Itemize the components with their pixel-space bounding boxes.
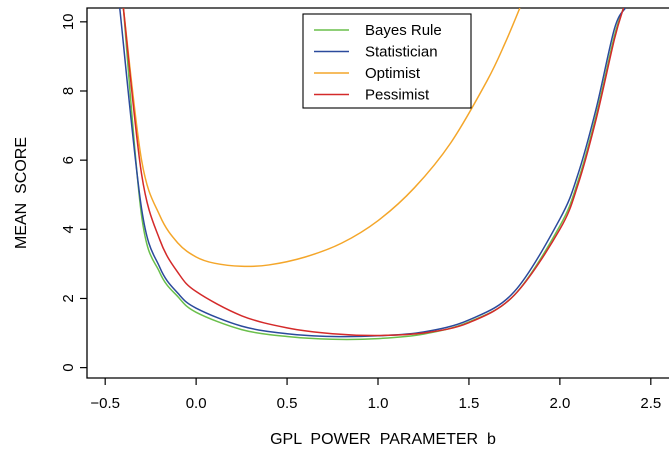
x-tick-label: 0.5 bbox=[277, 395, 298, 412]
x-axis-title: GPL POWER PARAMETER b bbox=[270, 431, 496, 448]
legend-label-pessimist: Pessimist bbox=[365, 87, 430, 104]
series-line-bayes-rule bbox=[122, 8, 625, 341]
legend-label-bayes-rule: Bayes Rule bbox=[365, 22, 442, 39]
x-tick-label: −0.5 bbox=[90, 395, 120, 412]
legend: Bayes Rule Statistician Optimist Pessimist bbox=[302, 13, 472, 109]
y-tick-label: 4 bbox=[60, 225, 77, 233]
plot-frame bbox=[86, 7, 669, 379]
y-tick-label: 6 bbox=[60, 156, 77, 164]
x-tick-label: 1.0 bbox=[368, 395, 389, 412]
x-tick-label: 2.0 bbox=[549, 395, 570, 412]
series-line-optimist bbox=[122, 8, 521, 268]
legend-label-optimist: Optimist bbox=[365, 65, 421, 82]
x-tick-label: 2.5 bbox=[640, 395, 661, 412]
y-tick-label: 8 bbox=[60, 87, 77, 95]
y-tick-label: 10 bbox=[60, 13, 77, 30]
y-tick-label: 2 bbox=[60, 294, 77, 302]
y-axis-title: MEAN SCORE bbox=[13, 137, 30, 249]
legend-label-statistician: Statistician bbox=[365, 44, 438, 61]
y-tick-label: 0 bbox=[60, 363, 77, 371]
x-tick-label: 0.0 bbox=[186, 395, 207, 412]
series-line-pessimist bbox=[122, 8, 625, 337]
x-tick-label: 1.5 bbox=[459, 395, 480, 412]
